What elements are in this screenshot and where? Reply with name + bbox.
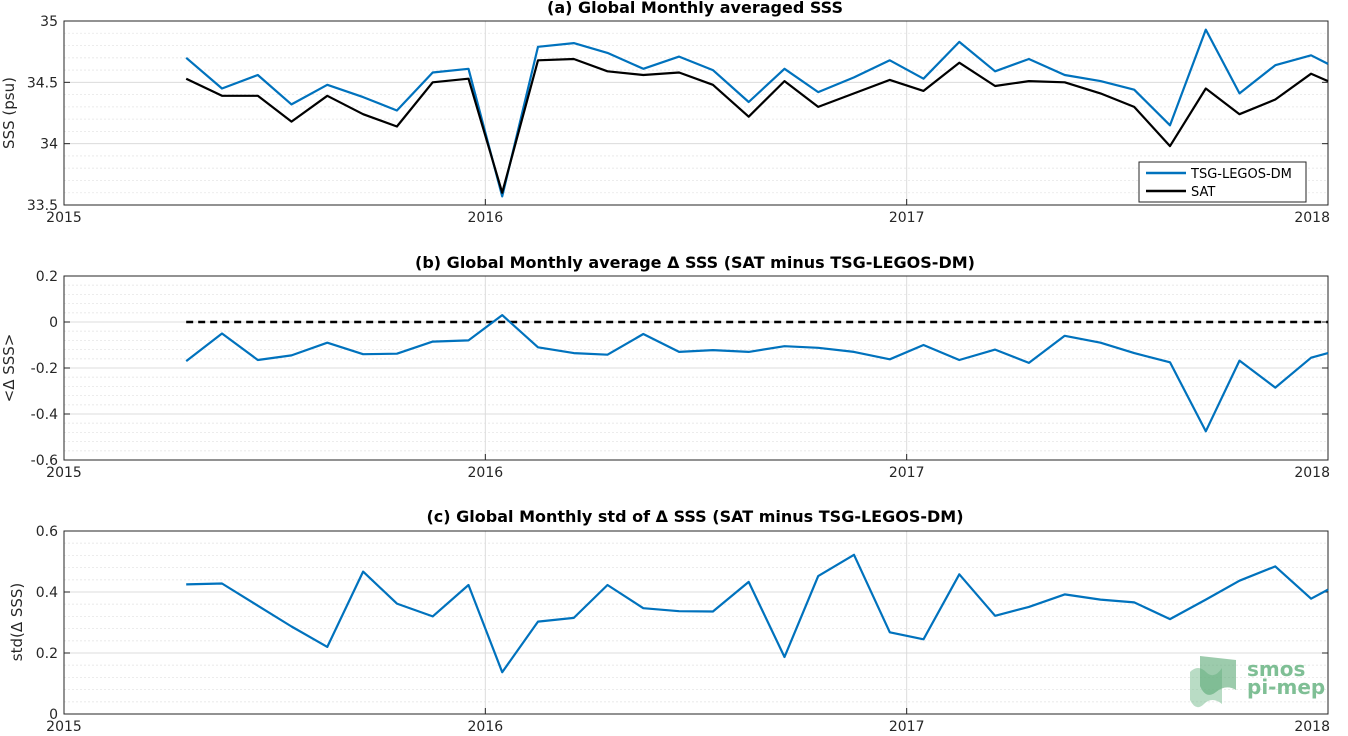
x-tick-label: 2015 (46, 719, 82, 735)
axes-1: -0.6 -0.4 -0.2 0 0.2 2015 2016 2017 2018 (31, 269, 1330, 481)
y-tick-label: 34 (40, 137, 58, 153)
x-tick-label: 2017 (889, 210, 925, 226)
y-tick-label: -0.4 (31, 407, 58, 423)
panel-c-title: (c) Global Monthly std of Δ SSS (SAT min… (426, 507, 963, 526)
panel-a-ylabel: SSS (psu) (0, 77, 18, 149)
series-line-delta-sss (185, 314, 1329, 433)
logo-text-smos: smos (1247, 657, 1305, 681)
y-tick-label: -0.2 (31, 361, 58, 377)
y-tick-label: 0.2 (36, 269, 58, 285)
y-tick-label: 35 (40, 14, 58, 30)
axes-box (63, 530, 1329, 715)
panel-b: -0.6 -0.4 -0.2 0 0.2 2015 2016 2017 2018 (b) Glo… (0, 253, 1330, 481)
y-tick-label: -0.6 (31, 453, 58, 469)
panel-c-ylabel: std(Δ SSS) (8, 583, 26, 662)
y-tick-label: 0.6 (36, 524, 58, 540)
y-tick-label: 0 (49, 707, 58, 723)
panel-b-ylabel: <Δ SSS> (0, 334, 18, 403)
x-tick-label: 2017 (889, 719, 925, 735)
series-line-sat (185, 57, 1329, 194)
panel-a-title: (a) Global Monthly averaged SSS (547, 0, 843, 17)
logo-text-pimep: pi-mep (1247, 675, 1325, 699)
x-tick-label: 2015 (46, 465, 82, 481)
x-tick-label: 2016 (468, 210, 504, 226)
y-tick-label: 0.2 (36, 646, 58, 662)
legend-box (1138, 161, 1307, 203)
legend: TSG-LEGOS-DM SAT (1138, 161, 1307, 203)
x-tick-label: 2016 (468, 465, 504, 481)
panel-b-title: (b) Global Monthly average Δ SSS (SAT mi… (415, 253, 975, 272)
legend-label-sat: SAT (1191, 185, 1215, 200)
axes-0: 33.5 34 34.5 35 2015 2016 2017 2018 (27, 14, 1330, 226)
series-line-tsg-legos-dm (185, 28, 1329, 198)
logo-wave-graphic-2 (1200, 656, 1236, 695)
x-tick-label: 2015 (46, 210, 82, 226)
y-tick-label: 33.5 (27, 198, 58, 214)
series-line-delta-sss (186, 553, 1329, 674)
smos-pimep-logo: smos pi-mep (1190, 656, 1325, 708)
x-tick-label: 2018 (1294, 210, 1330, 226)
axes-box (63, 20, 1329, 206)
x-tick-label: 2018 (1294, 465, 1330, 481)
y-tick-label: 0.4 (36, 585, 58, 601)
y-tick-label: 34.5 (27, 75, 58, 91)
x-tick-label: 2016 (468, 719, 504, 735)
axes-2: 0 0.2 0.4 0.6 2015 2016 2017 2018 (36, 524, 1330, 735)
panel-c: 0 0.2 0.4 0.6 2015 2016 2017 2018 (c) Global Mo… (8, 507, 1330, 735)
legend-label-tsg: TSG-LEGOS-DM (1190, 167, 1292, 182)
y-tick-label: 0 (49, 315, 58, 331)
x-tick-label: 2018 (1294, 719, 1330, 735)
x-tick-label: 2017 (889, 465, 925, 481)
panel-a: 33.5 34 34.5 35 2015 2016 2017 2018 (a) Global … (0, 0, 1330, 226)
